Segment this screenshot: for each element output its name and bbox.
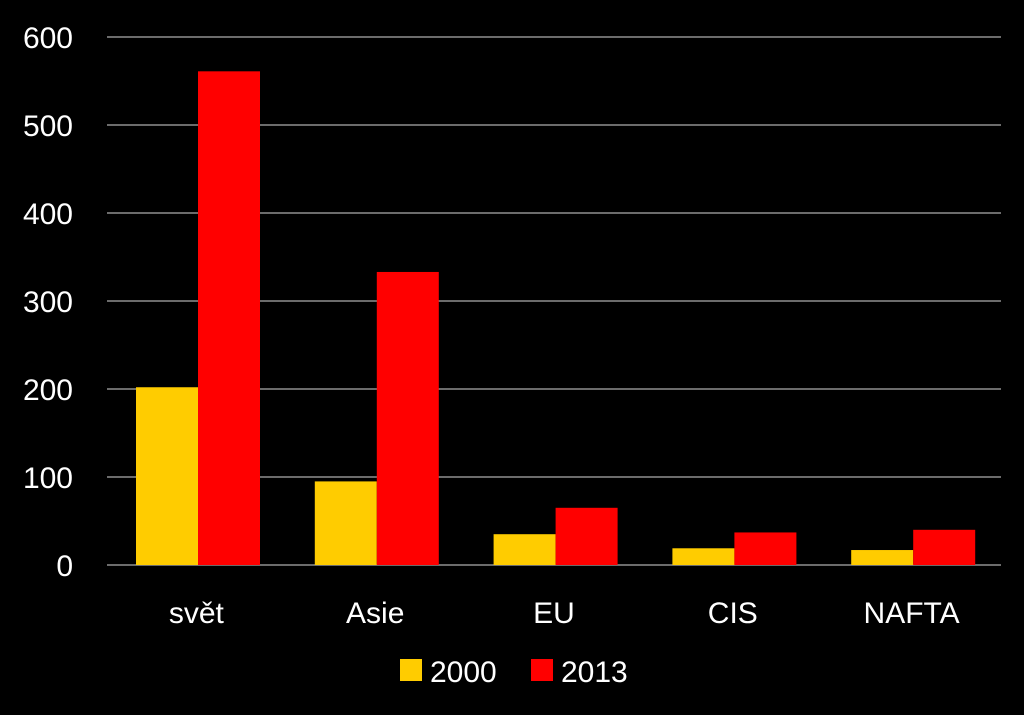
y-tick-label: 400	[23, 198, 73, 231]
bar-2000-svět	[136, 387, 198, 565]
y-tick-label: 500	[23, 110, 73, 143]
x-category-label: EU	[533, 597, 575, 630]
y-axis-tick-labels: 0 100 200 300 400 500 600	[23, 22, 73, 583]
bar-2000-EU	[493, 534, 556, 565]
x-category-label: Asie	[346, 597, 404, 630]
y-tick-label: 0	[56, 550, 73, 583]
bar-2000-Asie	[314, 481, 377, 565]
legend-swatch-2013	[531, 659, 553, 681]
legend-swatch-2000	[400, 659, 422, 681]
bar-2013-CIS	[734, 532, 797, 565]
y-tick-label: 600	[23, 22, 73, 55]
bar-2000-NAFTA	[851, 550, 914, 565]
bar-2013-Asie	[376, 271, 439, 565]
legend-label: 2013	[561, 656, 628, 689]
x-category-label: svět	[169, 597, 225, 630]
bar-2013-svět	[198, 71, 260, 565]
legend-label: 2000	[430, 656, 497, 689]
y-tick-label: 300	[23, 286, 73, 319]
x-category-label: CIS	[708, 597, 758, 630]
y-tick-label: 200	[23, 374, 73, 407]
legend: 2000 2013	[400, 656, 628, 689]
bar-2013-NAFTA	[913, 529, 976, 565]
y-tick-label: 100	[23, 462, 73, 495]
x-category-label: NAFTA	[864, 597, 960, 630]
bar-2013-EU	[555, 507, 618, 565]
x-axis-category-labels: svět Asie EU CIS NAFTA	[169, 597, 960, 630]
bar-2000-CIS	[672, 548, 735, 565]
bars	[136, 71, 976, 565]
